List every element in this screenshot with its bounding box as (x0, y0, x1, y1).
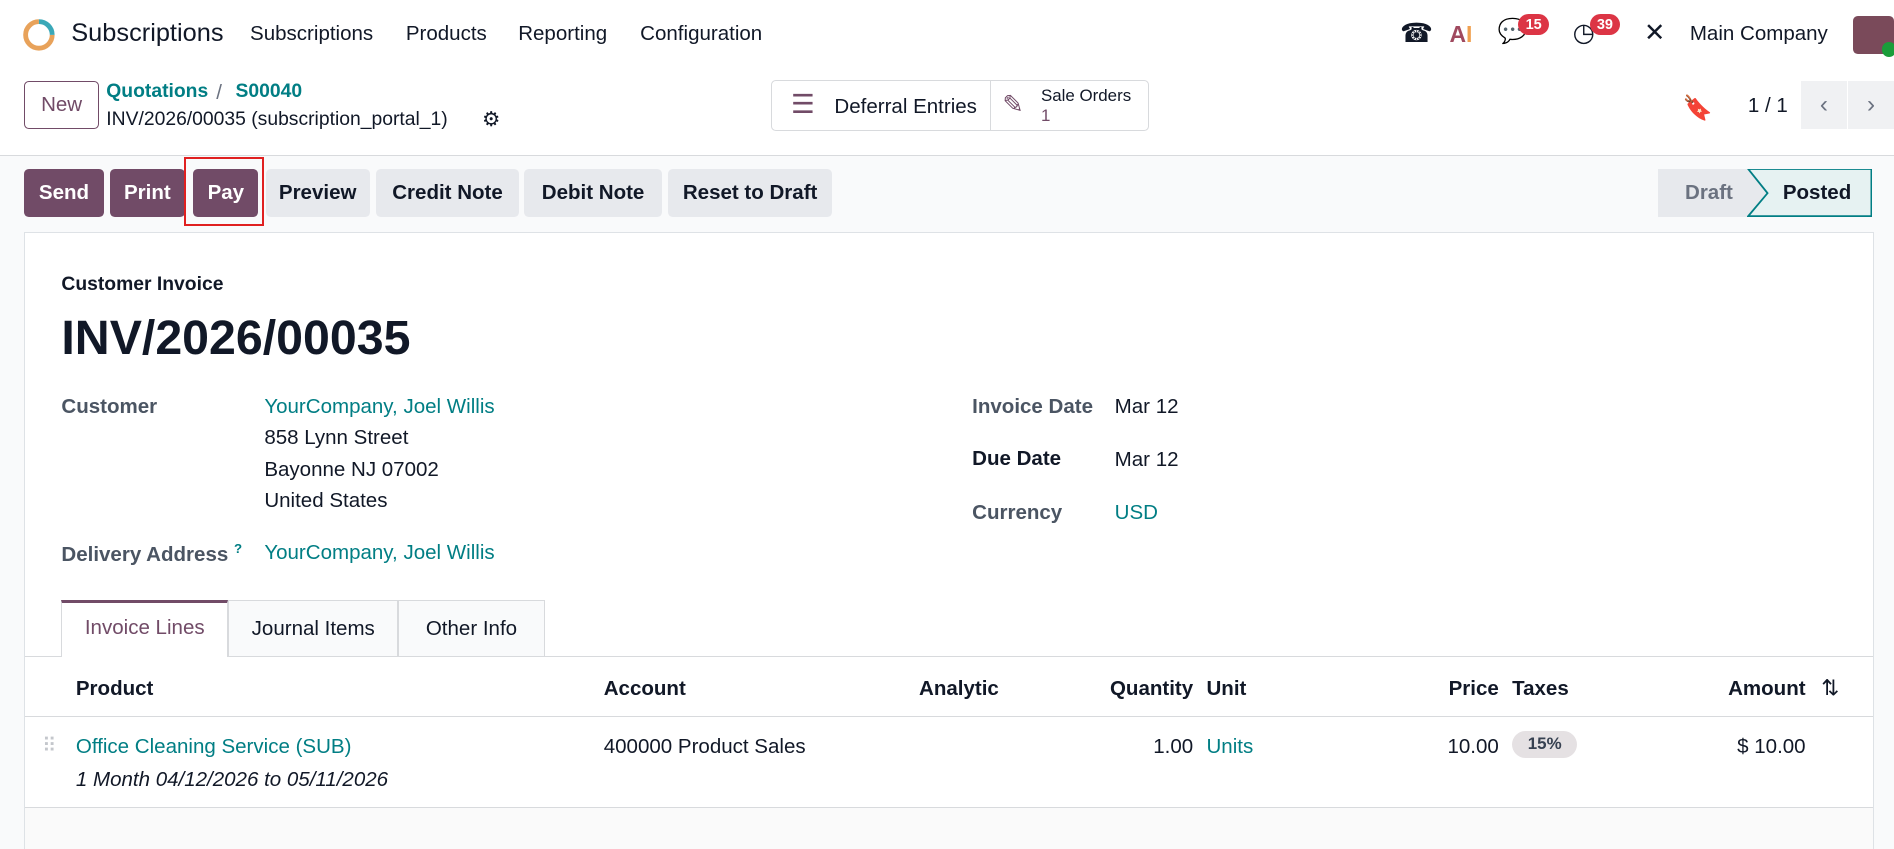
delivery-address-text: Delivery Address (61, 542, 229, 566)
menu-configuration[interactable]: Configuration (640, 21, 763, 45)
help-tooltip-icon[interactable]: ? (233, 540, 243, 556)
breadcrumb-quotations[interactable]: Quotations (106, 80, 209, 102)
chat-badge: 15 (1518, 14, 1549, 36)
status-posted[interactable]: Posted (1782, 181, 1852, 205)
address-line-2: Bayonne NJ 07002 (264, 457, 439, 481)
delivery-address-label: Delivery Address ? (61, 541, 242, 567)
gear-icon[interactable]: ⚙ (481, 108, 501, 132)
col-taxes[interactable]: Taxes (1512, 677, 1569, 701)
online-status-icon (1881, 42, 1894, 57)
print-button[interactable]: Print (109, 169, 185, 218)
deferral-entries-label: Deferral Entries (834, 95, 977, 119)
tab-other-info[interactable]: Other Info (398, 600, 545, 656)
record-name: INV/2026/00035 (subscription_portal_1) (106, 108, 448, 130)
tabs-divider (25, 655, 1874, 657)
activity-badge: 39 (1589, 14, 1621, 36)
col-product[interactable]: Product (75, 677, 154, 701)
drag-handle-icon[interactable]: ⠿ (42, 736, 57, 758)
breadcrumb-s00040[interactable]: S00040 (235, 80, 303, 102)
table-footer (25, 806, 1874, 849)
col-quantity[interactable]: Quantity (1109, 677, 1194, 701)
status-draft[interactable]: Draft (1658, 169, 1768, 218)
deferral-entries-button[interactable]: ☰ Deferral Entries (772, 80, 992, 131)
invoice-sheet: Customer Invoice INV/2026/00035 Customer… (24, 231, 1875, 849)
edit-icon: ✎ (1002, 91, 1024, 120)
tab-invoice-lines[interactable]: Invoice Lines (61, 600, 229, 657)
currency-label: Currency (972, 501, 1063, 525)
status-bar: Draft Posted (1658, 169, 1872, 218)
col-unit[interactable]: Unit (1206, 677, 1247, 701)
subscriptions-logo-icon[interactable] (22, 18, 56, 52)
menu-products[interactable]: Products (405, 21, 487, 45)
invoice-date-label: Invoice Date (972, 394, 1094, 418)
address-line-1: 858 Lynn Street (264, 426, 409, 450)
product-link[interactable]: Office Cleaning Service (SUB) (75, 735, 352, 759)
invoice-date-value[interactable]: Mar 12 (1114, 394, 1179, 418)
invoice-number: INV/2026/00035 (61, 311, 411, 366)
amount-cell: $ 10.00 (1737, 735, 1806, 759)
due-date-label: Due Date (972, 446, 1062, 470)
breadcrumb-separator: / (216, 80, 222, 104)
col-amount[interactable]: Amount (1728, 677, 1806, 701)
status-posted-shape (1746, 169, 1872, 218)
customer-label: Customer (61, 394, 158, 418)
quantity-cell[interactable]: 1.00 (1153, 735, 1194, 759)
activity-clock-icon[interactable]: ◷ (1572, 18, 1595, 47)
currency-link[interactable]: USD (1114, 501, 1158, 525)
col-account[interactable]: Account (603, 677, 686, 701)
smart-buttons: ☰ Deferral Entries ✎ Sale Orders 1 (770, 79, 1150, 132)
product-description: 1 Month 04/12/2026 to 05/11/2026 (75, 768, 389, 791)
sale-orders-label: Sale Orders (1040, 85, 1132, 105)
unit-link[interactable]: Units (1206, 735, 1254, 759)
tax-badge[interactable]: 15% (1512, 730, 1578, 758)
invoice-type: Customer Invoice (61, 273, 224, 295)
sale-orders-button[interactable]: ✎ Sale Orders 1 (991, 81, 1148, 131)
phone-icon[interactable]: ☎ (1399, 18, 1434, 49)
menu-reporting[interactable]: Reporting (518, 21, 608, 45)
account-cell[interactable]: 400000 Product Sales (603, 735, 806, 759)
bookmark-icon[interactable]: 🔖 (1682, 95, 1713, 123)
sale-orders-count: 1 (1040, 106, 1051, 126)
col-price[interactable]: Price (1448, 677, 1499, 701)
app-title[interactable]: Subscriptions (71, 19, 224, 48)
pager-next-button[interactable]: › (1848, 80, 1894, 130)
ai-icon[interactable]: AI (1449, 20, 1473, 47)
price-cell[interactable]: 10.00 (1447, 735, 1499, 759)
company-switcher[interactable]: Main Company (1689, 21, 1828, 45)
debit-note-button[interactable]: Debit Note (524, 169, 662, 218)
header-divider (25, 716, 1874, 717)
pay-highlight-box (183, 157, 264, 227)
optional-columns-icon[interactable]: ⇅ (1821, 674, 1840, 700)
reset-to-draft-button[interactable]: Reset to Draft (667, 169, 833, 218)
list-icon: ☰ (790, 89, 815, 120)
tools-icon[interactable]: ✕ (1643, 18, 1666, 47)
preview-button[interactable]: Preview (265, 169, 370, 218)
send-button[interactable]: Send (24, 169, 104, 218)
credit-note-button[interactable]: Credit Note (375, 169, 520, 218)
tab-journal-items[interactable]: Journal Items (228, 600, 399, 656)
address-line-3: United States (264, 488, 388, 512)
pay-button[interactable]: Pay (193, 169, 259, 218)
menu-subscriptions[interactable]: Subscriptions (250, 21, 374, 45)
control-panel: New Quotations / S00040 INV/2026/00035 (… (0, 68, 1894, 156)
customer-link[interactable]: YourCompany, Joel Willis (264, 394, 495, 418)
user-avatar[interactable] (1852, 15, 1894, 57)
new-button[interactable]: New (24, 80, 100, 130)
pager-previous-button[interactable]: ‹ (1800, 80, 1847, 130)
pager-value[interactable]: 1 / 1 (1747, 94, 1788, 118)
col-analytic[interactable]: Analytic (919, 677, 999, 701)
delivery-address-link[interactable]: YourCompany, Joel Willis (264, 540, 495, 564)
due-date-value[interactable]: Mar 12 (1114, 447, 1179, 471)
top-navbar: Subscriptions Subscriptions Products Rep… (0, 0, 1894, 69)
